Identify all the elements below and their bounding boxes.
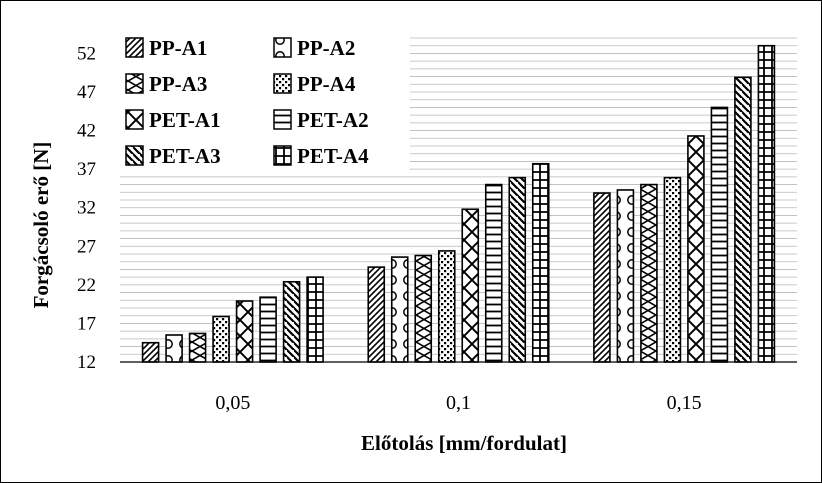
bar-pet-a1-3 — [687, 135, 705, 363]
y-axis-title: Forgácsoló erő [N] — [29, 142, 53, 309]
legend-label: PP-A4 — [297, 72, 356, 96]
legend-label: PP-A3 — [149, 72, 207, 96]
legend-swatch — [125, 73, 144, 94]
x-tick-label: 0,15 — [667, 392, 702, 414]
legend-label: PET-A4 — [297, 144, 369, 168]
legend-swatch — [273, 109, 292, 130]
y-tick-label: 22 — [77, 275, 96, 296]
bar-pet-a4-3 — [757, 44, 776, 363]
y-tick-label: 52 — [77, 43, 96, 64]
bar-pet-a1-1 — [235, 300, 254, 363]
bar-pp-a4-2 — [437, 250, 456, 363]
legend-background — [120, 30, 410, 176]
legend-swatch — [273, 145, 292, 166]
legend-label: PET-A3 — [149, 144, 221, 168]
bar-pp-a3-2 — [414, 254, 433, 363]
y-tick-label: 37 — [77, 159, 96, 180]
bar-pet-a3-2 — [508, 176, 527, 363]
y-tick-label: 27 — [77, 236, 96, 257]
y-tick-label: 12 — [77, 352, 96, 373]
bar-pet-a2-2 — [484, 183, 503, 363]
bar-pet-a3-3 — [734, 76, 752, 363]
y-tick-label: 32 — [77, 198, 96, 219]
bar-pet-a2-3 — [710, 106, 729, 363]
legend-label: PP-A2 — [297, 36, 355, 60]
bar-pet-a3-1 — [282, 280, 301, 363]
legend-swatch — [125, 37, 144, 58]
legend-label: PET-A1 — [149, 108, 221, 132]
legend-swatch — [273, 73, 292, 94]
y-tick-label: 42 — [77, 121, 96, 142]
y-tick-label: 17 — [77, 313, 96, 334]
bar-pp-a3-3 — [640, 183, 658, 363]
legend-swatch — [273, 37, 292, 58]
bar-pp-a1-2 — [367, 266, 386, 363]
bar-pp-a3-1 — [188, 332, 207, 363]
bar-pp-a2-3 — [616, 189, 635, 363]
bar-pp-a1-3 — [593, 192, 611, 363]
bar-pp-a4-1 — [212, 315, 230, 363]
bar-pet-a1-2 — [461, 208, 480, 363]
bar-pet-a2-1 — [259, 296, 277, 363]
bar-pet-a4-2 — [531, 162, 550, 363]
legend-label: PET-A2 — [297, 108, 369, 132]
bar-pp-a1-1 — [141, 341, 160, 363]
x-tick-label: 0,1 — [446, 392, 471, 414]
legend-swatch — [125, 145, 144, 166]
x-axis-ticks: 0,05 0,1 0,15 — [215, 392, 701, 414]
y-axis-ticks: 12 17 22 27 32 37 42 47 52 — [77, 43, 96, 373]
bar-pet-a4-1 — [306, 276, 324, 363]
x-axis-title: Előtolás [mm/fordulat] — [361, 431, 567, 455]
bar-pp-a2-1 — [165, 334, 183, 363]
bar-pp-a2-2 — [390, 256, 409, 363]
legend: PP-A1 PP-A2 PP-A3 PP-A4 PET-A1 PET-A2 PET-A3 PE… — [120, 30, 410, 176]
y-tick-label: 47 — [77, 82, 96, 103]
gridlines — [120, 37, 797, 355]
legend-swatch — [125, 109, 144, 130]
legend-label: PP-A1 — [149, 36, 207, 60]
bar-pp-a4-3 — [663, 176, 682, 363]
x-tick-label: 0,05 — [215, 392, 250, 414]
